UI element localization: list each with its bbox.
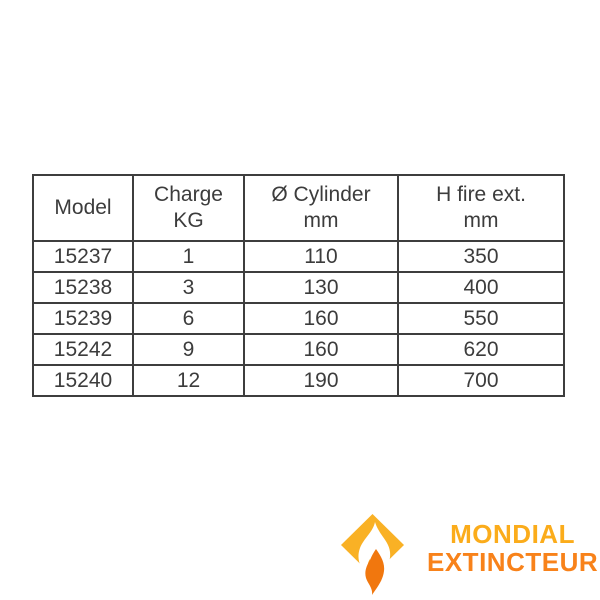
cell-height: 550 — [397, 302, 565, 335]
spec-table-body: 15237 1 110 350 15238 3 130 400 15239 6 160 550 1524… — [32, 240, 565, 397]
spec-table: Model Charge KG Ø Cylinder mm H fire ext. mm 1… — [32, 174, 565, 397]
table-row: 15237 1 110 350 — [32, 240, 565, 273]
column-header-height: H fire ext. mm — [397, 174, 565, 242]
column-header-line: H fire ext. — [436, 183, 526, 206]
cell-model: 15242 — [32, 333, 134, 366]
cell-cylinder: 160 — [243, 302, 399, 335]
column-header-model: Model — [32, 174, 134, 242]
table-row: 15239 6 160 550 — [32, 302, 565, 335]
spec-table-header: Model Charge KG Ø Cylinder mm H fire ext. mm — [32, 174, 565, 242]
cell-height: 700 — [397, 364, 565, 397]
table-row: 15238 3 130 400 — [32, 271, 565, 304]
column-header-line: KG — [173, 209, 204, 232]
cell-model: 15239 — [32, 302, 134, 335]
cell-model: 15237 — [32, 240, 134, 273]
column-header-line: Model — [54, 196, 112, 219]
cell-height: 400 — [397, 271, 565, 304]
cell-height: 620 — [397, 333, 565, 366]
header-row: Model Charge KG Ø Cylinder mm H fire ext. mm — [32, 174, 565, 242]
column-header-line: Charge — [154, 183, 223, 206]
table-row: 15242 9 160 620 — [32, 333, 565, 366]
column-header-line: mm — [463, 209, 499, 232]
cell-cylinder: 160 — [243, 333, 399, 366]
cell-charge: 3 — [132, 271, 245, 304]
cell-charge: 12 — [132, 364, 245, 397]
table-row: 15240 12 190 700 — [32, 364, 565, 397]
logo-line2: EXTINCTEUR — [427, 547, 599, 577]
brand-logo-text: MONDIAL EXTINCTEUR — [427, 520, 598, 576]
brand-logo: MONDIAL EXTINCTEUR — [337, 507, 598, 599]
cell-cylinder: 110 — [243, 240, 399, 273]
logo-line1: MONDIAL — [450, 519, 575, 549]
cell-cylinder: 190 — [243, 364, 399, 397]
cell-height: 350 — [397, 240, 565, 273]
cell-charge: 9 — [132, 333, 245, 366]
cell-model: 15240 — [32, 364, 134, 397]
column-header-cylinder: Ø Cylinder mm — [243, 174, 399, 242]
column-header-line: Ø Cylinder — [271, 183, 371, 206]
flame-diamond-icon — [341, 514, 404, 595]
cell-charge: 6 — [132, 302, 245, 335]
cell-cylinder: 130 — [243, 271, 399, 304]
cell-model: 15238 — [32, 271, 134, 304]
column-header-line: mm — [303, 209, 339, 232]
flame-inner — [365, 549, 385, 595]
column-header-charge: Charge KG — [132, 174, 245, 242]
cell-charge: 1 — [132, 240, 245, 273]
